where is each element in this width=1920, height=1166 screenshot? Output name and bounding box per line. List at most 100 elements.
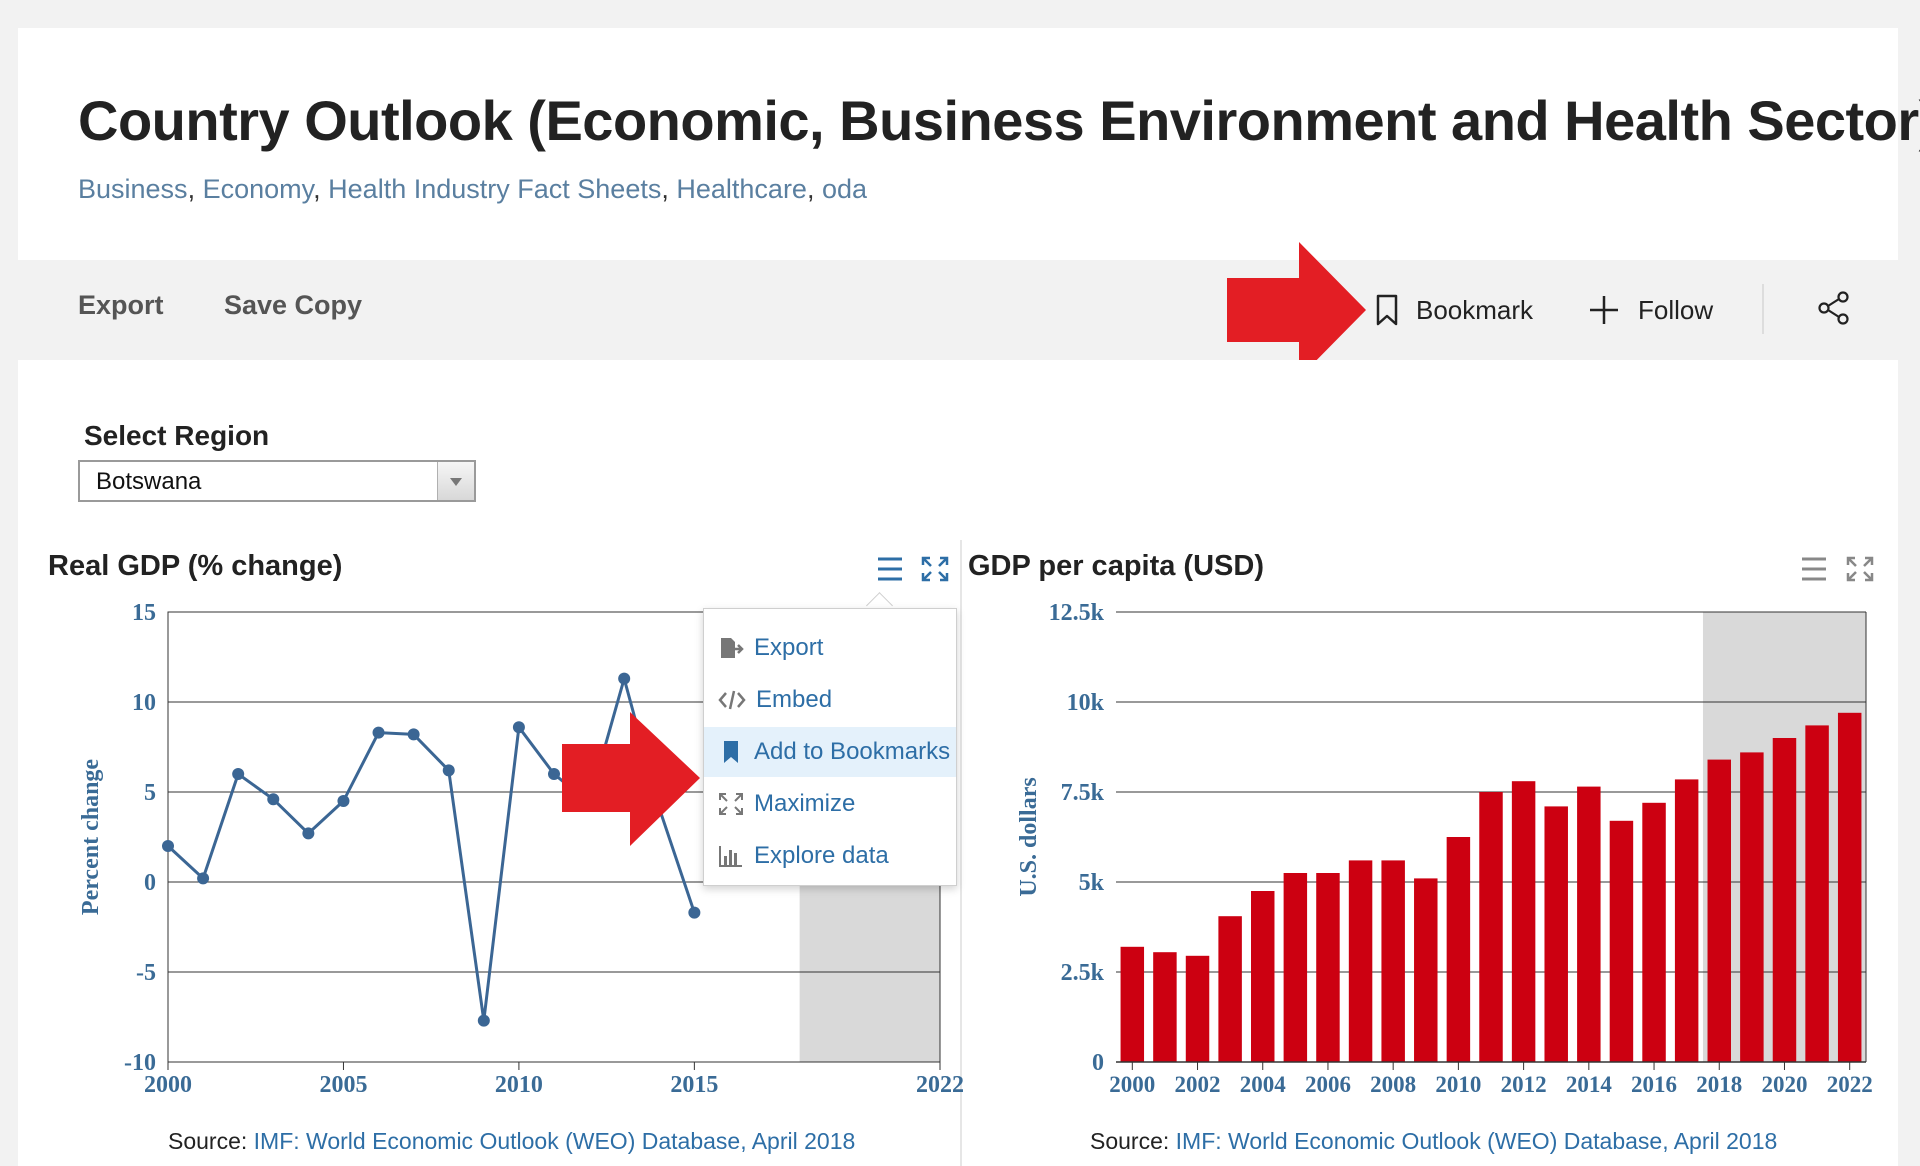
- x-tick-label: 2014: [1566, 1072, 1613, 1097]
- y-axis-label: U.S. dollars: [1016, 777, 1042, 896]
- x-tick-label: 2015: [670, 1072, 718, 1098]
- bar: [1837, 712, 1862, 1062]
- y-tick-label: 5: [144, 780, 156, 806]
- y-tick-label: 15: [132, 600, 156, 626]
- menu-item-label: Export: [754, 634, 824, 661]
- bookmark-icon: [724, 741, 738, 763]
- menu-item-explore-data[interactable]: Explore data: [704, 831, 956, 881]
- y-tick-label: 5k: [1079, 870, 1105, 896]
- follow-label: Follow: [1638, 294, 1714, 325]
- plus-icon: [1590, 296, 1618, 324]
- menu-item-embed[interactable]: Embed: [704, 675, 956, 725]
- export-button[interactable]: Export: [78, 290, 164, 320]
- chevron-down-icon[interactable]: [437, 462, 474, 500]
- bar: [1348, 860, 1373, 1062]
- data-point: [337, 795, 350, 807]
- y-tick-label: 0: [1092, 1050, 1104, 1076]
- y-tick-label: 10k: [1067, 690, 1105, 716]
- data-point: [372, 726, 385, 739]
- y-tick-label: 10: [132, 690, 156, 716]
- x-tick-label: 2006: [1305, 1072, 1351, 1097]
- tag-link-business[interactable]: Business: [78, 174, 188, 204]
- data-point: [548, 768, 560, 780]
- x-tick-label: 2008: [1370, 1072, 1416, 1097]
- menu-item-maximize[interactable]: Maximize: [704, 779, 956, 829]
- x-tick-label: 2018: [1696, 1072, 1742, 1097]
- menu-item-label: Add to Bookmarks: [754, 738, 951, 765]
- data-point: [618, 672, 631, 685]
- data-point: [197, 872, 210, 885]
- data-point: [688, 906, 701, 919]
- hamburger-menu-icon[interactable]: [876, 556, 904, 582]
- follow-button[interactable]: Follow: [1588, 288, 1713, 332]
- bar: [1316, 873, 1340, 1062]
- x-tick-label: 2005: [319, 1072, 367, 1098]
- tag-separator: ,: [806, 174, 815, 204]
- tag-link-healthcare[interactable]: Healthcare: [676, 174, 807, 204]
- y-tick-label: 0: [144, 870, 156, 896]
- annotation-arrow-icon: [1227, 242, 1366, 378]
- chart-source-left: Source: IMF: World Economic Outlook (WEO…: [168, 1128, 855, 1155]
- bar: [1642, 802, 1666, 1062]
- x-tick-label: 2010: [1435, 1072, 1481, 1097]
- bar: [1511, 781, 1536, 1062]
- source-link[interactable]: IMF: World Economic Outlook (WEO) Databa…: [253, 1128, 856, 1154]
- x-tick-label: 2020: [1761, 1072, 1807, 1097]
- region-label: Select Region: [84, 420, 270, 451]
- bar: [1707, 759, 1731, 1062]
- chart-title-gdp-per-capita: GDP per capita (USD): [968, 550, 1264, 582]
- x-tick-label: 2010: [495, 1072, 543, 1098]
- data-point: [442, 764, 455, 777]
- bookmark-button[interactable]: Bookmark: [1376, 288, 1533, 332]
- menu-item-export[interactable]: Export: [704, 623, 956, 673]
- tag-link-economy[interactable]: Economy: [202, 174, 314, 204]
- y-tick-label: -10: [124, 1050, 156, 1076]
- menu-item-label: Explore data: [754, 842, 889, 869]
- chart-divider: [960, 540, 962, 1166]
- chart-source-right: Source: IMF: World Economic Outlook (WEO…: [1090, 1128, 1777, 1155]
- source-link[interactable]: IMF: World Economic Outlook (WEO) Databa…: [1175, 1128, 1778, 1154]
- bar: [1446, 837, 1471, 1062]
- fullscreen-icon[interactable]: [921, 556, 949, 582]
- bookmark-icon: [1376, 294, 1398, 326]
- x-tick-label: 2012: [1501, 1072, 1547, 1097]
- tag-link-health-industry-fact-sheets[interactable]: Health Industry Fact Sheets: [328, 174, 662, 204]
- data-point: [477, 1014, 490, 1027]
- y-tick-label: 12.5k: [1049, 600, 1105, 626]
- toolbar: Export Save Copy Bookmark Follow: [18, 260, 1898, 360]
- y-tick-label: 2.5k: [1061, 960, 1105, 986]
- fullscreen-icon[interactable]: [1846, 556, 1874, 582]
- hamburger-menu-icon[interactable]: [1800, 556, 1828, 582]
- main-panel: Select Region Botswana Real GDP (% chang…: [18, 360, 1898, 1166]
- annotation-arrow-shape: [562, 712, 700, 846]
- menu-item-add-to-bookmarks[interactable]: Add to Bookmarks: [704, 727, 956, 777]
- y-axis-label: Percent change: [78, 759, 104, 916]
- save-copy-button[interactable]: Save Copy: [224, 290, 363, 320]
- bar: [1772, 738, 1797, 1062]
- bar: [1577, 786, 1601, 1062]
- menu-item-label: Embed: [756, 686, 833, 713]
- bar: [1381, 860, 1405, 1062]
- bar: [1674, 779, 1699, 1062]
- bar: [1153, 952, 1177, 1062]
- menu-item-label: Maximize: [754, 790, 856, 817]
- tag-list: Business, Economy, Health Industry Fact …: [78, 174, 867, 205]
- source-prefix: Source:: [1090, 1128, 1170, 1154]
- y-tick-label: 7.5k: [1061, 780, 1105, 806]
- data-point: [512, 721, 525, 734]
- y-tick-label: -5: [136, 960, 156, 986]
- bar: [1120, 946, 1145, 1062]
- charts-canvas: 15 10 5 0 -5 -10 2000 2005 2010 2015 2022 Percent c…: [78, 600, 1873, 1098]
- bar: [1251, 891, 1275, 1062]
- embed-icon: [718, 690, 746, 710]
- tag-link-oda[interactable]: oda: [821, 174, 868, 204]
- bar: [1414, 878, 1438, 1062]
- bar: [1609, 820, 1634, 1062]
- x-tick-label: 2000: [1109, 1072, 1155, 1097]
- header-panel: Country Outlook (Economic, Business Envi…: [18, 28, 1920, 260]
- x-tick-label: 2022: [916, 1072, 964, 1098]
- tag-separator: ,: [661, 174, 669, 204]
- x-tick-label: 2016: [1631, 1072, 1677, 1097]
- share-icon[interactable]: [1816, 290, 1852, 326]
- region-select[interactable]: Botswana: [78, 460, 476, 502]
